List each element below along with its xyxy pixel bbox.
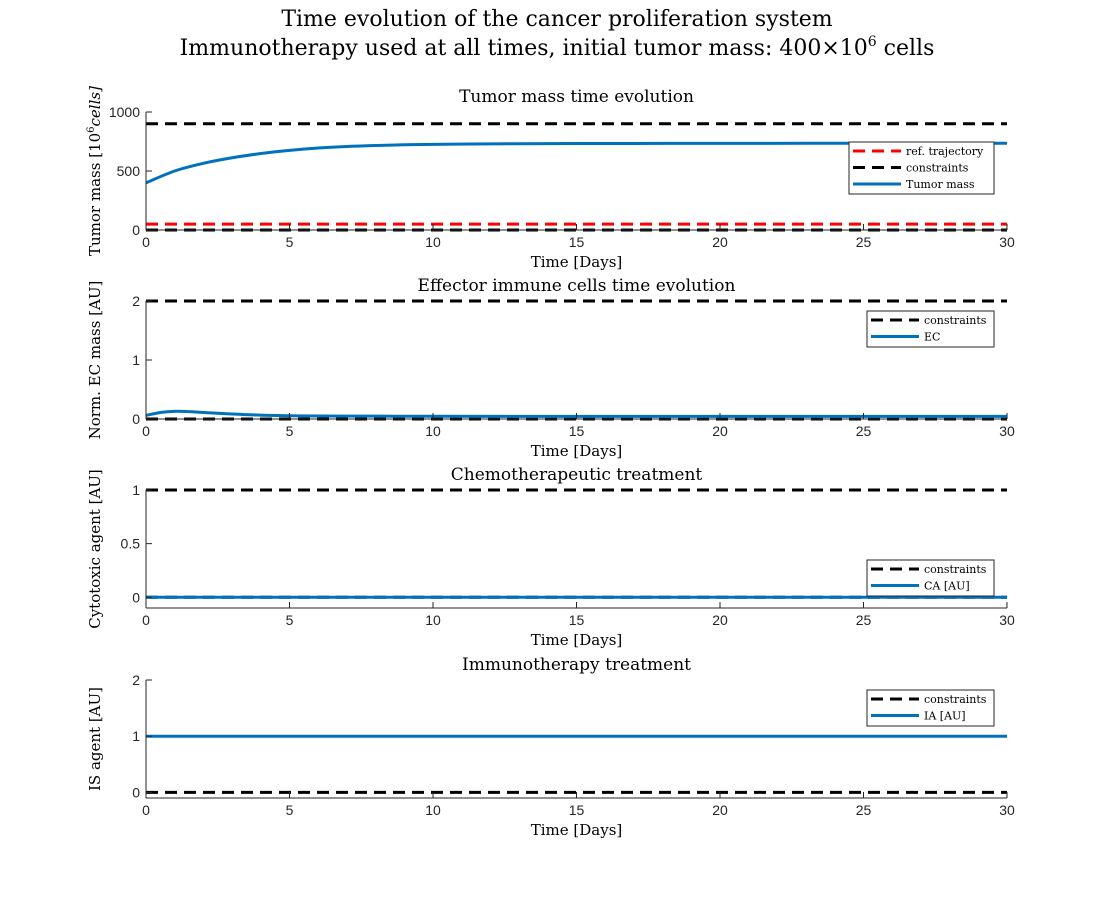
figure-title-line2-suffix: cells bbox=[877, 36, 935, 61]
y-tick-label: 0 bbox=[132, 411, 140, 427]
x-tick-label: 15 bbox=[569, 612, 585, 628]
legend-entry: CA [AU] bbox=[924, 580, 970, 593]
legend-entry: IA [AU] bbox=[924, 710, 966, 723]
legend: constraints EC bbox=[866, 310, 995, 348]
x-tick-label: 0 bbox=[142, 612, 150, 628]
subplot-3: Chemotherapeutic treatment 0 5 10 15 20 25 30 0 0… bbox=[86, 465, 1015, 649]
x-tick-label: 30 bbox=[999, 612, 1015, 628]
figure-title-line2: Immunotherapy used at all times, initial… bbox=[180, 34, 935, 61]
y-tick-label: 0 bbox=[132, 222, 140, 238]
y-tick-label: 500 bbox=[117, 163, 141, 179]
legend-entry: constraints bbox=[924, 693, 987, 706]
series-line-tumor-mass bbox=[145, 141, 1008, 185]
x-tick-label: 20 bbox=[712, 612, 728, 628]
x-tick-label: 10 bbox=[425, 612, 441, 628]
x-tick-label: 10 bbox=[425, 423, 441, 439]
x-tick-label: 30 bbox=[999, 234, 1015, 250]
x-tick-label: 25 bbox=[856, 802, 872, 818]
legend: constraints IA [AU] bbox=[866, 689, 995, 727]
x-tick-label: 5 bbox=[286, 234, 294, 250]
subplot-title: Immunotherapy treatment bbox=[462, 655, 691, 675]
y-axis-label: Cytotoxic agent [AU] bbox=[86, 469, 104, 629]
subplot-4: Immunotherapy treatment 0 5 10 15 20 25 30 0 1 2 Ti… bbox=[86, 655, 1015, 839]
y-tick-label: 2 bbox=[132, 672, 140, 688]
legend-entry: EC bbox=[924, 331, 940, 344]
x-tick-label: 25 bbox=[856, 234, 872, 250]
x-tick-label: 0 bbox=[142, 423, 150, 439]
y-axis-label-sup: 6 bbox=[86, 126, 97, 132]
y-tick-label: 1 bbox=[132, 728, 140, 744]
x-tick-label: 15 bbox=[569, 234, 585, 250]
legend-entry: ref. trajectory bbox=[906, 145, 984, 158]
series-line-ec bbox=[145, 409, 1007, 418]
legend-box bbox=[866, 559, 995, 597]
x-tick-label: 30 bbox=[999, 802, 1015, 818]
x-tick-label: 10 bbox=[425, 802, 441, 818]
x-tick-label: 20 bbox=[712, 234, 728, 250]
legend-box bbox=[866, 689, 995, 727]
y-tick-label: 1000 bbox=[109, 104, 140, 120]
x-tick-label: 20 bbox=[712, 423, 728, 439]
figure-title-line2-prefix: Immunotherapy used at all times, initial… bbox=[180, 36, 868, 61]
y-axis-label: Tumor mass [106cells] bbox=[86, 86, 104, 256]
y-axis-label-suffix: cells] bbox=[86, 86, 104, 127]
subplot-title: Chemotherapeutic treatment bbox=[451, 465, 703, 485]
y-axis-label: IS agent [AU] bbox=[86, 687, 104, 791]
y-tick-label: 0.5 bbox=[121, 536, 141, 552]
y-tick-label: 2 bbox=[132, 293, 140, 309]
x-tick-label: 0 bbox=[142, 234, 150, 250]
x-tick-label: 15 bbox=[569, 802, 585, 818]
x-axis-label: Time [Days] bbox=[531, 631, 623, 649]
figure-title-line1: Time evolution of the cancer proliferati… bbox=[281, 7, 832, 32]
y-tick-label: 1 bbox=[132, 352, 140, 368]
legend-entry: constraints bbox=[906, 162, 969, 175]
x-axis-label: Time [Days] bbox=[531, 821, 623, 839]
x-tick-label: 5 bbox=[286, 802, 294, 818]
subplot-title: Effector immune cells time evolution bbox=[418, 276, 736, 296]
y-axis-label-prefix: Tumor mass [10 bbox=[86, 133, 104, 256]
x-tick-label: 0 bbox=[142, 802, 150, 818]
y-tick-label: 0 bbox=[132, 589, 140, 605]
y-tick-label: 1 bbox=[132, 482, 140, 498]
x-tick-label: 15 bbox=[569, 423, 585, 439]
x-axis-label: Time [Days] bbox=[531, 442, 623, 460]
x-axis-label: Time [Days] bbox=[531, 253, 623, 271]
x-tick-label: 30 bbox=[999, 423, 1015, 439]
y-tick-label: 0 bbox=[132, 784, 140, 800]
legend-box bbox=[866, 310, 995, 348]
legend: ref. trajectory constraints Tumor mass bbox=[848, 141, 995, 195]
y-axis-label: Norm. EC mass [AU] bbox=[86, 281, 104, 440]
x-tick-label: 25 bbox=[856, 612, 872, 628]
legend-entry: constraints bbox=[924, 563, 987, 576]
legend-entry: Tumor mass bbox=[906, 178, 975, 191]
x-tick-label: 5 bbox=[286, 423, 294, 439]
figure-title-line2-sup: 6 bbox=[868, 34, 877, 50]
x-tick-label: 25 bbox=[856, 423, 872, 439]
subplot-title: Tumor mass time evolution bbox=[459, 87, 694, 107]
x-tick-label: 20 bbox=[712, 802, 728, 818]
legend-entry: constraints bbox=[924, 314, 987, 327]
x-tick-label: 10 bbox=[425, 234, 441, 250]
legend: constraints CA [AU] bbox=[866, 559, 995, 597]
subplot-1: Tumor mass time evolution 0 5 10 15 20 25 30 0 50… bbox=[86, 86, 1015, 271]
x-tick-label: 5 bbox=[286, 612, 294, 628]
